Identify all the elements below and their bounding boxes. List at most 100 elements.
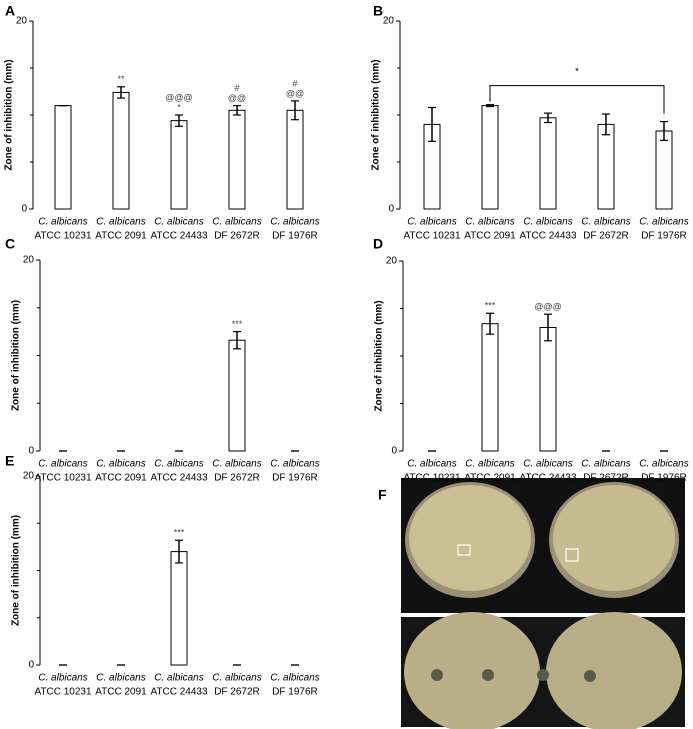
x-tick-label: ATCC 10231 [34, 231, 92, 242]
x-tick-label: C. albicans [38, 459, 87, 470]
bar [54, 105, 72, 210]
x-tick-label: ATCC 24433 [519, 473, 577, 484]
panel-letter: D [373, 236, 383, 252]
x-tick-label: ATCC 2091 [95, 473, 147, 484]
x-tick-label: C. albicans [639, 459, 688, 470]
x-tick-label: C. albicans [96, 217, 145, 228]
significance-label: ** [117, 74, 125, 84]
bar [655, 130, 673, 210]
x-tick-label: C. albicans [154, 673, 203, 684]
panel: D Zone of inhibition (mm) 0 20 C. albicans AT… [373, 236, 689, 484]
y-tick-label: 20 [23, 471, 35, 482]
x-tick-label: DF 2672R [214, 687, 260, 698]
bar [539, 117, 557, 210]
x-tick-label: C. albicans [96, 673, 145, 684]
inhibition-zone [537, 669, 549, 681]
x-tick-label: C. albicans [212, 673, 261, 684]
significance-label: # [234, 83, 239, 93]
y-tick-label: 0 [21, 204, 27, 215]
dish-agar [409, 485, 531, 591]
x-tick-label: DF 1976R [641, 473, 687, 484]
x-tick-label: C. albicans [407, 459, 456, 470]
dish-zoom [546, 612, 682, 729]
x-tick-label: C. albicans [38, 217, 87, 228]
y-tick-label: 20 [16, 16, 28, 27]
x-tick-label: DF 1976R [272, 687, 318, 698]
x-tick-label: C. albicans [270, 217, 319, 228]
x-tick-label: ATCC 24433 [150, 687, 208, 698]
bar [539, 327, 557, 452]
y-tick-label: 0 [28, 446, 34, 457]
x-tick-label: C. albicans [407, 217, 456, 228]
x-tick-label: C. albicans [154, 217, 203, 228]
y-tick-label: 20 [386, 256, 398, 267]
x-tick-label: ATCC 10231 [34, 687, 92, 698]
x-tick-label: C. albicans [154, 459, 203, 470]
y-tick-label: 0 [391, 446, 397, 457]
bar [170, 551, 188, 666]
dish-agar [553, 485, 675, 591]
significance-label: @@@ [165, 92, 192, 102]
x-tick-label: ATCC 10231 [403, 473, 461, 484]
panel-letter: C [5, 236, 15, 252]
y-axis-label: Zone of inhibition (mm) [371, 59, 382, 170]
y-axis-label: Zone of inhibition (mm) [374, 300, 385, 411]
y-tick-label: 20 [383, 16, 395, 27]
dish-zoom [404, 612, 540, 729]
x-tick-label: DF 2672R [214, 231, 260, 242]
x-tick-label: DF 2672R [583, 231, 629, 242]
bar [597, 123, 615, 210]
panel-letter: A [5, 3, 15, 19]
significance-label: * [575, 66, 579, 77]
significance-label: *** [174, 528, 185, 538]
inhibition-zone [431, 669, 443, 681]
x-tick-label: DF 1976R [272, 473, 318, 484]
bar [286, 109, 304, 210]
significance-bracket [489, 85, 665, 114]
panel-letter: B [373, 3, 383, 19]
x-tick-label: C. albicans [523, 217, 572, 228]
x-tick-label: C. albicans [38, 673, 87, 684]
x-tick-label: C. albicans [639, 217, 688, 228]
bar [481, 323, 499, 452]
bar [170, 120, 188, 210]
highlight-box [457, 544, 471, 556]
significance-label: @@@ [534, 302, 561, 312]
panel-letter: E [5, 453, 14, 469]
x-tick-label: C. albicans [96, 459, 145, 470]
x-tick-label: DF 2672R [583, 473, 629, 484]
highlight-box [565, 548, 579, 562]
x-tick-label: C. albicans [212, 459, 261, 470]
x-tick-label: ATCC 24433 [150, 231, 208, 242]
y-tick-label: 20 [23, 255, 35, 266]
y-axis-label: Zone of inhibition (mm) [4, 59, 15, 170]
panel: A Zone of inhibition (mm) 0 20 C. albicans AT… [4, 3, 320, 242]
y-tick-label: 0 [28, 660, 34, 671]
bar [481, 105, 499, 210]
x-tick-label: C. albicans [270, 459, 319, 470]
y-axis-label: Zone of inhibition (mm) [11, 515, 22, 626]
photo-panel: F [378, 478, 685, 729]
x-tick-label: DF 1976R [641, 231, 687, 242]
significance-label: @@ [228, 93, 246, 103]
panel: B Zone of inhibition (mm) 0 20 C. albicans AT… [371, 3, 689, 242]
significance-label: *** [232, 319, 243, 329]
inhibition-zone [584, 670, 596, 682]
bar [228, 109, 246, 210]
significance-label: *** [485, 301, 496, 311]
x-tick-label: C. albicans [581, 217, 630, 228]
x-tick-label: C. albicans [523, 459, 572, 470]
x-tick-label: C. albicans [212, 217, 261, 228]
x-tick-label: ATCC 2091 [95, 231, 147, 242]
x-tick-label: C. albicans [465, 217, 514, 228]
y-tick-label: 0 [388, 204, 394, 215]
x-tick-label: ATCC 24433 [519, 231, 577, 242]
x-tick-label: C. albicans [581, 459, 630, 470]
inhibition-zone [482, 669, 494, 681]
x-tick-label: ATCC 10231 [34, 473, 92, 484]
x-tick-label: C. albicans [465, 459, 514, 470]
x-tick-label: ATCC 2091 [95, 687, 147, 698]
x-tick-label: DF 1976R [272, 231, 318, 242]
